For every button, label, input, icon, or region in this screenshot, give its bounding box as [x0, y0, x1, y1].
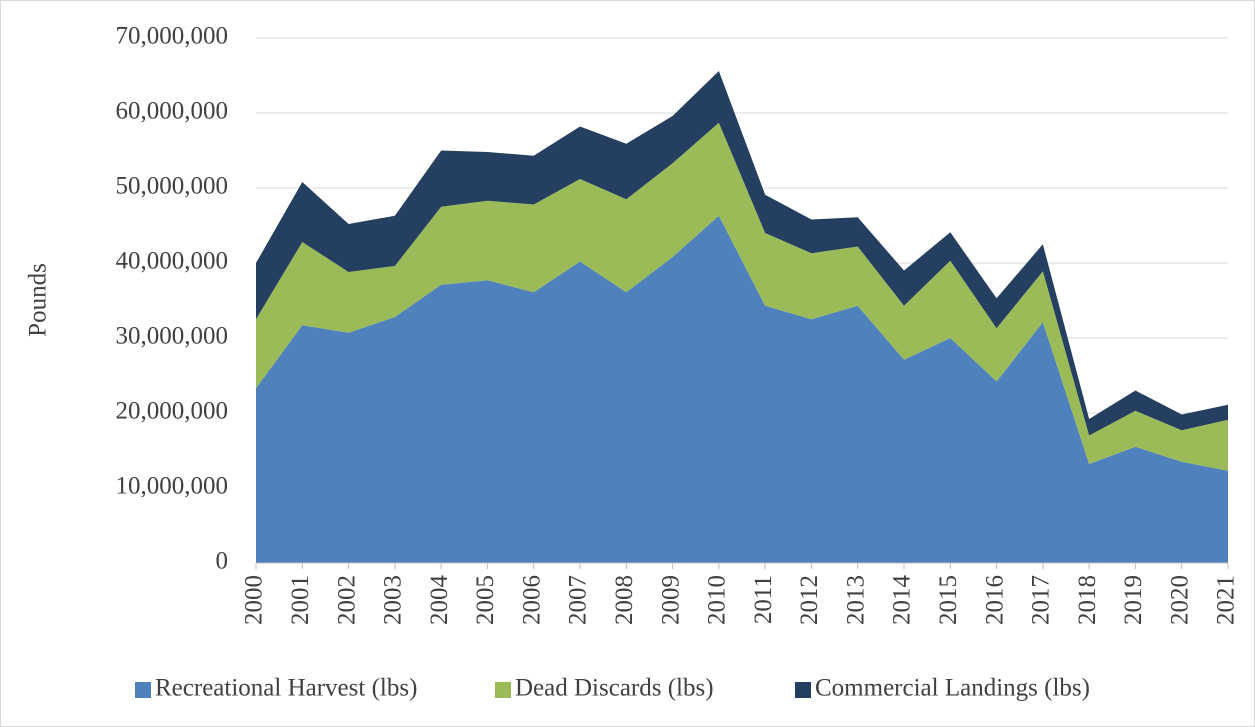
y-axis-title: Pounds: [25, 263, 52, 337]
x-tick-label: 2007: [565, 575, 592, 625]
y-tick-label: 60,000,000: [116, 98, 229, 125]
y-tick-label: 50,000,000: [116, 173, 229, 200]
x-tick-label: 2005: [472, 575, 499, 625]
area: [256, 71, 1228, 436]
y-tick-label: 40,000,000: [116, 248, 229, 275]
legend-swatch: [135, 682, 151, 698]
x-tick-label: 2020: [1166, 575, 1193, 625]
x-tick-label: 2004: [426, 575, 453, 626]
x-tick-label: 2006: [518, 575, 545, 625]
x-tick-label: 2016: [981, 575, 1008, 625]
x-tick-label: 2018: [1074, 575, 1101, 625]
x-tick-label: 2013: [842, 575, 869, 625]
x-tick-label: 2010: [704, 575, 731, 625]
legend-label: Commercial Landings (lbs): [815, 675, 1090, 702]
area: [256, 215, 1228, 563]
x-tick-label: 2009: [657, 575, 684, 625]
y-tick-label: 30,000,000: [116, 323, 229, 350]
x-tick-label: 2008: [611, 575, 638, 625]
y-tick-label: 10,000,000: [116, 473, 229, 500]
x-tick-label: 2002: [333, 575, 360, 625]
x-tick-label: 2017: [1028, 575, 1055, 625]
x-tick-label: 2014: [889, 575, 916, 626]
x-tick-label: 2011: [750, 575, 777, 624]
x-tick-label: 2000: [241, 575, 268, 625]
legend-swatch: [495, 682, 511, 698]
y-tick-label: 20,000,000: [116, 398, 229, 425]
legend-label: Dead Discards (lbs): [515, 675, 714, 702]
area: [256, 122, 1228, 471]
legend-swatch: [795, 682, 811, 698]
x-tick-label: 2001: [287, 575, 314, 625]
legend-label: Recreational Harvest (lbs): [155, 675, 417, 702]
y-tick-label: 0: [216, 548, 229, 575]
y-tick-label: 70,000,000: [116, 23, 229, 50]
x-tick-label: 2021: [1213, 575, 1240, 625]
x-tick-label: 2015: [935, 575, 962, 625]
x-tick-label: 2019: [1120, 575, 1147, 625]
x-tick-label: 2012: [796, 575, 823, 625]
x-tick-label: 2003: [380, 575, 407, 625]
